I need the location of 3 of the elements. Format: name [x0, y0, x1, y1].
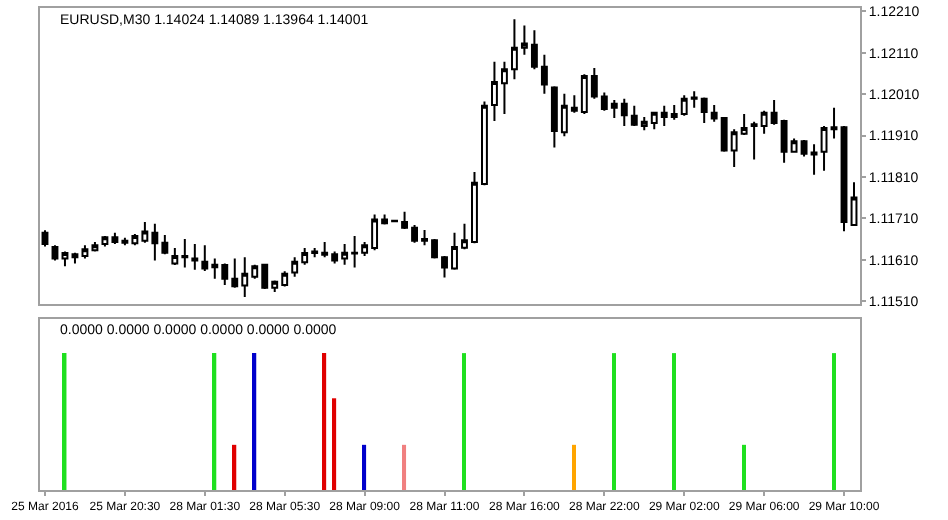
candlestick: [61, 250, 69, 268]
candlestick: [850, 181, 858, 227]
candlestick: [71, 251, 79, 265]
